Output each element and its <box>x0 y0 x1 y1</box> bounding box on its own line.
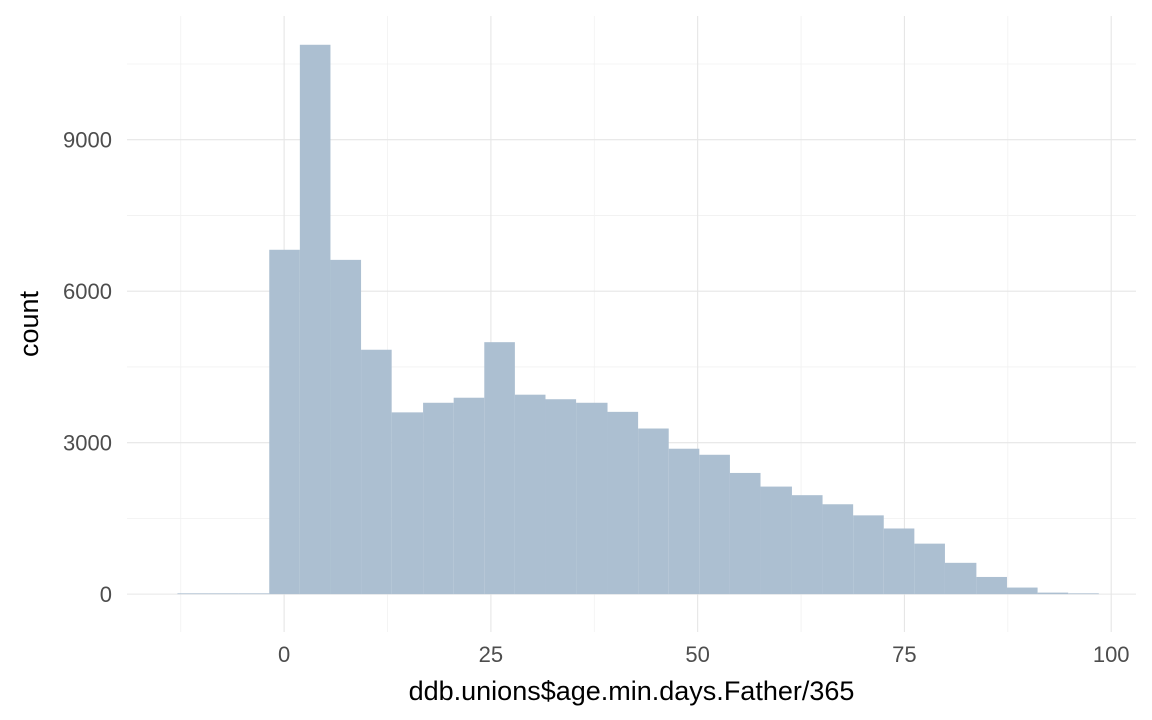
histogram-bar <box>514 394 546 595</box>
histogram-bar <box>453 397 485 595</box>
histogram-bar <box>822 504 854 595</box>
x-axis-tick-labels: 0 25 50 75 100 <box>278 642 1130 667</box>
x-tick-label: 50 <box>685 642 709 667</box>
y-axis-tick-labels: 0 3000 6000 9000 <box>63 128 112 607</box>
histogram-bar <box>576 402 608 595</box>
y-axis-title: count <box>14 290 44 357</box>
y-tick-label: 3000 <box>63 431 112 456</box>
histogram-bar <box>299 44 331 595</box>
histogram-bar <box>791 495 823 595</box>
histogram-bar <box>668 448 700 595</box>
x-tick-label: 0 <box>278 642 290 667</box>
histogram-bar <box>976 576 1007 595</box>
histogram-bar <box>269 249 300 595</box>
histogram-bar <box>545 399 577 595</box>
histogram-bar <box>729 472 761 595</box>
histogram-bar <box>944 562 977 595</box>
y-tick-label: 9000 <box>63 128 112 153</box>
histogram-bar <box>914 543 945 595</box>
x-axis-title: ddb.unions$age.min.days.Father/365 <box>409 676 855 706</box>
histogram-bar <box>208 593 239 595</box>
y-tick-label: 0 <box>100 582 112 607</box>
histogram-bar <box>1037 592 1069 595</box>
histogram-bar <box>883 528 915 595</box>
histogram-bar <box>423 402 454 595</box>
x-tick-label: 25 <box>479 642 503 667</box>
histogram-bar <box>484 342 515 595</box>
histogram-bars <box>177 44 1099 595</box>
histogram-bar <box>391 412 424 595</box>
histogram-bar <box>361 349 392 595</box>
histogram-bar <box>760 486 792 595</box>
histogram-bar <box>853 515 884 595</box>
histogram-bar <box>1006 587 1038 595</box>
histogram-bar <box>607 411 639 595</box>
x-tick-label: 100 <box>1093 642 1130 667</box>
x-tick-label: 75 <box>892 642 916 667</box>
y-tick-label: 6000 <box>63 279 112 304</box>
histogram-bar <box>238 593 270 595</box>
histogram-bar <box>638 428 669 595</box>
histogram-bar <box>1068 593 1099 595</box>
histogram-bar <box>330 259 362 595</box>
histogram-bar <box>699 454 730 595</box>
histogram-bar <box>177 593 209 595</box>
